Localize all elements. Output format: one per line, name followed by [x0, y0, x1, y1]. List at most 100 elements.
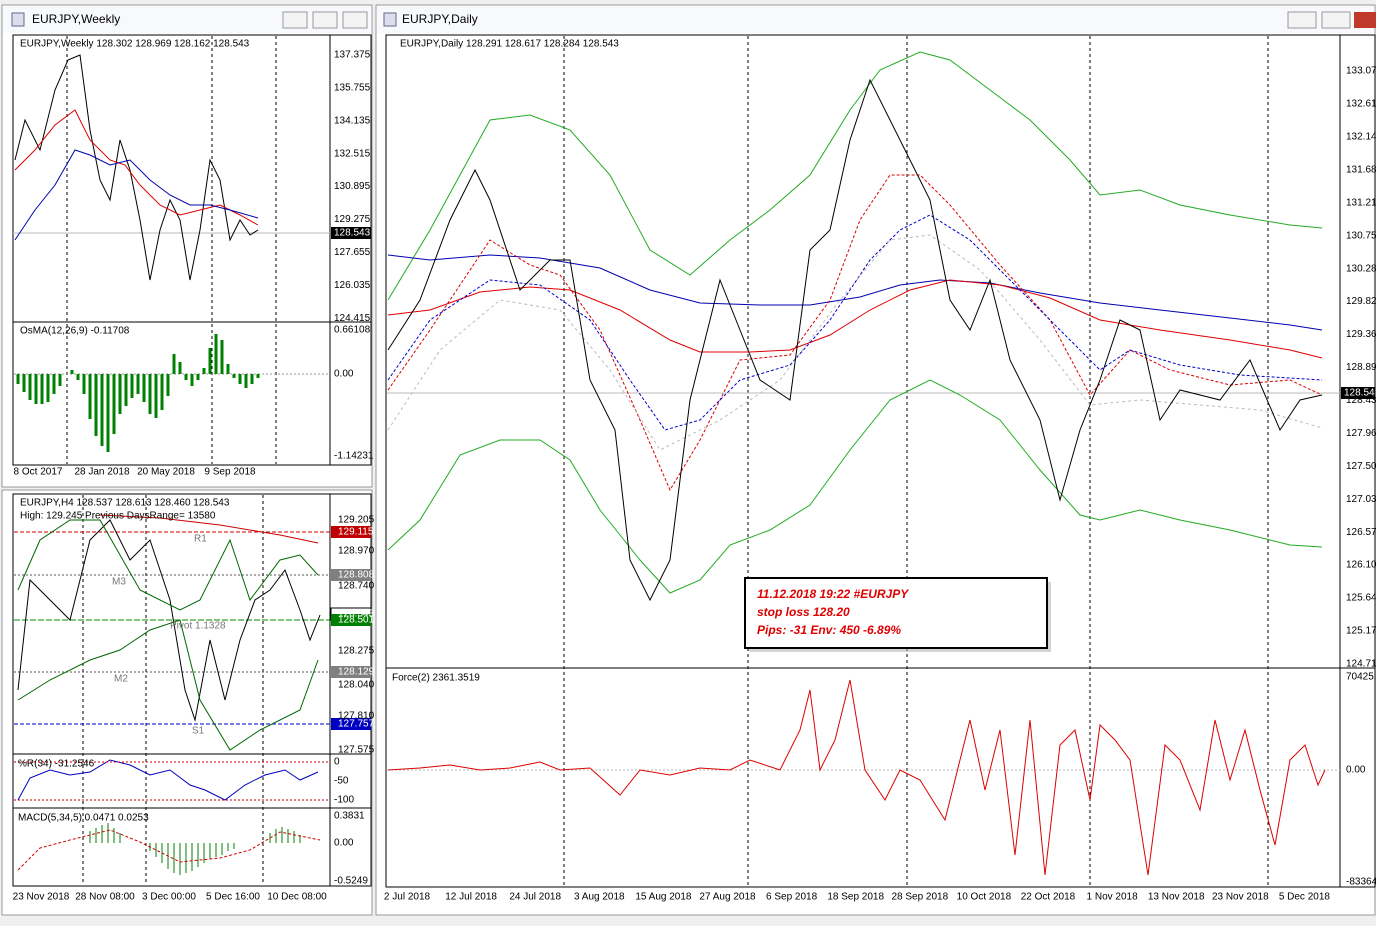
y-tick-label: 130.28 [1346, 263, 1376, 274]
chart-area [385, 34, 1376, 888]
y-tick-label: 129.82 [1346, 296, 1376, 307]
indicator-header: Force(2) 2361.3519 [392, 673, 480, 684]
price-tag: 128.543 [338, 609, 375, 620]
y-tick-label: 127.810 [338, 711, 375, 722]
note-line: 11.12.2018 19:22 #EURJPY [757, 587, 909, 601]
close-button[interactable] [1354, 12, 1376, 28]
x-tick-label: 24 Jul 2018 [509, 892, 561, 903]
y-tick-label: 126.57 [1346, 527, 1376, 538]
price-path [387, 78, 1323, 602]
weekly-window: EURJPY,Weekly 128.543 EURJPY,Weekly 128.… [1, 4, 374, 488]
y-tick-label: 128.89 [1346, 362, 1376, 373]
y-tick-label: 0.00 [1346, 765, 1366, 776]
x-tick-label: 13 Nov 2018 [1148, 892, 1205, 903]
y-tick-label: 127.03 [1346, 494, 1376, 505]
note-line: stop loss 128.20 [757, 605, 850, 619]
minimize-button[interactable] [282, 11, 308, 29]
x-tick-label: 1 Nov 2018 [1087, 892, 1139, 903]
y-tick-label: 0.66108 [334, 325, 371, 336]
level-label: S1 [192, 726, 205, 737]
y-tick-label: 126.10 [1346, 560, 1376, 571]
osma-histogram [16, 334, 260, 452]
y-tick-label: -100 [334, 795, 354, 806]
window-icon [383, 12, 397, 27]
y-tick-label: 127.96 [1346, 428, 1376, 439]
maximize-button[interactable] [312, 11, 338, 29]
y-tick-label: 129.205 [338, 515, 375, 526]
h4-window: EURJPY,H4 128.537 128.613 128.460 128.54… [1, 489, 375, 916]
y-tick-label: 124.71 [1346, 659, 1376, 670]
x-tick-label: 28 Jan 2018 [74, 467, 129, 478]
y-tick-label: 126.035 [334, 280, 371, 291]
y-tick-label: 135.755 [334, 83, 371, 94]
x-tick-label: 15 Aug 2018 [635, 892, 692, 903]
y-tick-label: 127.655 [334, 247, 371, 258]
window-title: EURJPY,Weekly [32, 12, 120, 26]
y-tick-label: 132.14 [1346, 132, 1376, 143]
level-label: M2 [114, 674, 128, 685]
indicator-header: MACD(5,34,5) 0.0471 0.0253 [18, 813, 149, 824]
y-tick-label: 132.61 [1346, 99, 1376, 110]
indicator-header: %R(34) -31.2546 [18, 759, 95, 770]
y-tick-label: 127.50 [1346, 461, 1376, 472]
window-icon [11, 12, 25, 27]
level-label: M3 [112, 577, 126, 588]
y-tick-label: 132.515 [334, 148, 371, 159]
y-tick-label: 131.68 [1346, 164, 1376, 175]
close-button[interactable] [342, 11, 368, 29]
price-path [14, 54, 259, 281]
chart-header: EURJPY,Weekly 128.302 128.969 128.162 12… [20, 39, 250, 50]
indicator-header: OsMA(12,26,9) -0.11708 [20, 326, 130, 337]
x-tick-label: 22 Oct 2018 [1021, 892, 1076, 903]
x-tick-label: 23 Nov 2018 [13, 892, 70, 903]
level-label: Pivot 1.1328 [170, 621, 226, 632]
y-tick-label: 125.17 [1346, 626, 1376, 637]
note-line: Pips: -31 Env: 450 -6.89% [757, 623, 901, 637]
x-tick-label: 28 Sep 2018 [891, 892, 948, 903]
x-tick-label: 5 Dec 16:00 [206, 892, 260, 903]
y-tick-label: 130.75 [1346, 230, 1376, 241]
price-tag [1341, 387, 1375, 399]
x-tick-label: 3 Dec 00:00 [142, 892, 196, 903]
minimize-button[interactable] [1287, 11, 1317, 29]
maximize-button[interactable] [1321, 11, 1351, 29]
price-tag: 128.808 [338, 570, 375, 581]
y-tick-label: 128.740 [338, 581, 375, 592]
y-tick-label: -0.5249 [334, 876, 368, 887]
x-tick-label: 10 Dec 08:00 [267, 892, 327, 903]
y-tick-label: 124.415 [334, 313, 371, 324]
y-tick-label: 128.970 [338, 546, 375, 557]
chart-header: EURJPY,H4 128.537 128.613 128.460 128.54… [20, 498, 230, 509]
y-tick-label: 0 [334, 757, 340, 768]
x-tick-label: 23 Nov 2018 [1212, 892, 1269, 903]
y-tick-label: 130.895 [334, 181, 371, 192]
x-tick-label: 27 Aug 2018 [699, 892, 756, 903]
y-tick-label: 0.00 [334, 838, 354, 849]
chart-header: EURJPY,Daily 128.291 128.617 128.284 128… [400, 39, 619, 50]
y-tick-label: 129.275 [334, 214, 371, 225]
price-tag: 128.129 [338, 667, 375, 678]
x-tick-label: 9 Sep 2018 [204, 467, 256, 478]
price-tag: 128.501 [338, 615, 375, 626]
chart-area [12, 34, 372, 466]
note-box [744, 577, 1048, 649]
current-price: 128.543 [334, 228, 371, 239]
y-tick-label: 128.275 [338, 646, 375, 657]
x-tick-label: 28 Nov 08:00 [75, 892, 135, 903]
x-tick-label: 12 Jul 2018 [445, 892, 497, 903]
y-tick-label: 127.575 [338, 745, 375, 756]
y-tick-label: 0.00 [334, 369, 354, 380]
y-tick-label: 125.64 [1346, 593, 1376, 604]
y-tick-label: -83364 [1346, 877, 1376, 888]
y-tick-label: 131.21 [1346, 197, 1376, 208]
y-tick-label: -50 [334, 776, 349, 787]
y-tick-label: -1.14231 [334, 451, 374, 462]
x-tick-label: 10 Oct 2018 [957, 892, 1012, 903]
y-tick-label: 70425.3 [1346, 672, 1376, 683]
y-tick-label: 0.3831 [334, 811, 365, 822]
y-tick-label: 137.375 [334, 50, 371, 61]
y-tick-label: 129.36 [1346, 329, 1376, 340]
price-tag: 127.757 [338, 719, 375, 730]
y-tick-label: 134.135 [334, 115, 371, 126]
y-tick-label: 128.43 [1346, 395, 1376, 406]
